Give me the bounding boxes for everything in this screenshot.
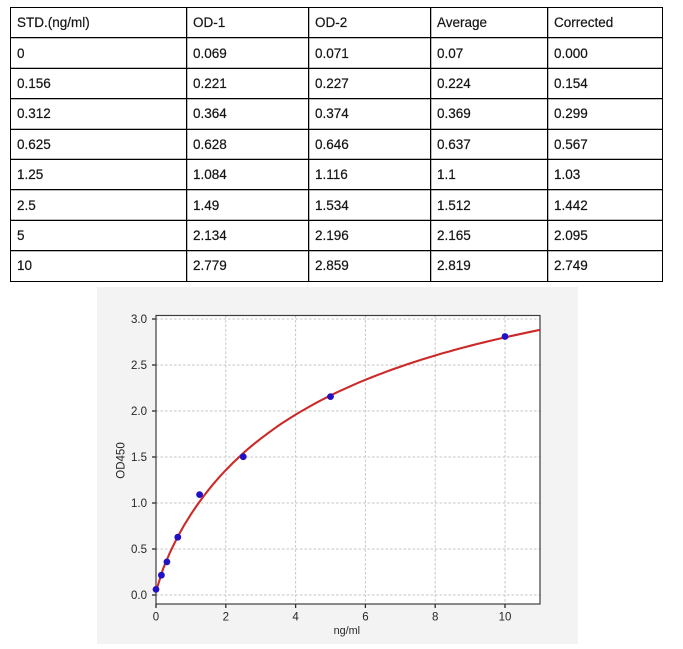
svg-text:OD450: OD450 [116, 442, 128, 478]
svg-text:0.0: 0.0 [131, 590, 147, 602]
svg-text:0.5: 0.5 [131, 544, 147, 556]
svg-text:ng/ml: ng/ml [334, 625, 360, 637]
svg-text:4: 4 [292, 612, 299, 624]
svg-text:0: 0 [153, 612, 159, 624]
svg-text:2: 2 [223, 612, 229, 624]
svg-text:10: 10 [499, 612, 512, 624]
svg-text:2.5: 2.5 [131, 360, 147, 372]
svg-text:8: 8 [432, 612, 438, 624]
svg-text:1.5: 1.5 [131, 452, 147, 464]
svg-text:2.0: 2.0 [131, 406, 147, 418]
svg-text:1.0: 1.0 [131, 498, 147, 510]
svg-text:6: 6 [362, 612, 368, 624]
svg-text:3.0: 3.0 [131, 314, 147, 326]
